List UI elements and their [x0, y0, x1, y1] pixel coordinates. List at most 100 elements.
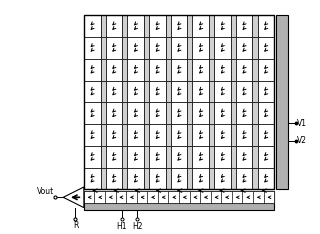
Bar: [231, 37, 236, 59]
Bar: [122, 80, 127, 102]
Bar: [106, 59, 122, 80]
Bar: [149, 37, 166, 59]
Bar: [171, 37, 188, 59]
Bar: [122, 102, 127, 124]
Bar: [214, 168, 231, 190]
Bar: [122, 37, 127, 59]
Bar: [214, 146, 231, 168]
Bar: [84, 59, 100, 80]
Bar: [236, 59, 252, 80]
Bar: [209, 80, 214, 102]
Bar: [231, 124, 236, 146]
Bar: [106, 146, 122, 168]
Bar: [171, 168, 188, 190]
Bar: [122, 15, 127, 37]
Bar: [236, 102, 252, 124]
Bar: [231, 59, 236, 80]
Bar: [100, 37, 106, 59]
Bar: [236, 15, 252, 37]
Bar: [166, 102, 171, 124]
Bar: [106, 37, 122, 59]
Bar: [100, 15, 106, 37]
Bar: [188, 102, 192, 124]
Bar: [105, 191, 116, 203]
Bar: [84, 80, 100, 102]
Bar: [214, 124, 231, 146]
Bar: [192, 146, 209, 168]
Bar: [84, 15, 100, 37]
Bar: [231, 15, 236, 37]
Bar: [188, 146, 192, 168]
Bar: [100, 124, 106, 146]
Bar: [188, 168, 192, 190]
Bar: [158, 191, 168, 203]
Bar: [171, 124, 188, 146]
Bar: [166, 37, 171, 59]
Bar: [258, 80, 274, 102]
Bar: [236, 80, 252, 102]
Bar: [258, 37, 274, 59]
Bar: [127, 124, 144, 146]
Bar: [149, 80, 166, 102]
Bar: [100, 168, 106, 190]
Bar: [231, 102, 236, 124]
Bar: [214, 37, 231, 59]
Text: H1: H1: [117, 222, 127, 231]
Bar: [127, 80, 144, 102]
Bar: [84, 124, 100, 146]
Bar: [100, 80, 106, 102]
Text: V1: V1: [297, 119, 307, 128]
Bar: [106, 102, 122, 124]
Bar: [122, 59, 127, 80]
Bar: [84, 102, 100, 124]
Bar: [188, 124, 192, 146]
Bar: [214, 15, 231, 37]
Bar: [149, 124, 166, 146]
Bar: [166, 80, 171, 102]
Bar: [258, 146, 274, 168]
Bar: [144, 124, 149, 146]
Bar: [166, 146, 171, 168]
Bar: [127, 37, 144, 59]
Bar: [166, 59, 171, 80]
Bar: [252, 80, 258, 102]
Bar: [236, 146, 252, 168]
Bar: [84, 37, 100, 59]
Bar: [84, 15, 274, 190]
Bar: [214, 59, 231, 80]
Bar: [100, 102, 106, 124]
Bar: [221, 191, 232, 203]
Bar: [122, 124, 127, 146]
Bar: [214, 102, 231, 124]
Bar: [231, 80, 236, 102]
Bar: [171, 15, 188, 37]
Bar: [200, 191, 211, 203]
Bar: [209, 37, 214, 59]
Bar: [127, 146, 144, 168]
Bar: [211, 191, 221, 203]
Bar: [209, 146, 214, 168]
Bar: [94, 191, 105, 203]
Bar: [116, 191, 126, 203]
Bar: [100, 59, 106, 80]
Bar: [144, 59, 149, 80]
Bar: [236, 124, 252, 146]
Bar: [144, 37, 149, 59]
Bar: [209, 124, 214, 146]
Bar: [149, 102, 166, 124]
Bar: [84, 203, 274, 209]
Bar: [122, 146, 127, 168]
Bar: [231, 168, 236, 190]
Bar: [84, 146, 100, 168]
Bar: [253, 191, 264, 203]
Bar: [144, 102, 149, 124]
Bar: [106, 124, 122, 146]
Bar: [232, 191, 243, 203]
Bar: [149, 168, 166, 190]
Bar: [190, 191, 200, 203]
Text: R: R: [74, 221, 79, 230]
Bar: [144, 80, 149, 102]
Bar: [252, 168, 258, 190]
Bar: [188, 80, 192, 102]
Bar: [188, 59, 192, 80]
